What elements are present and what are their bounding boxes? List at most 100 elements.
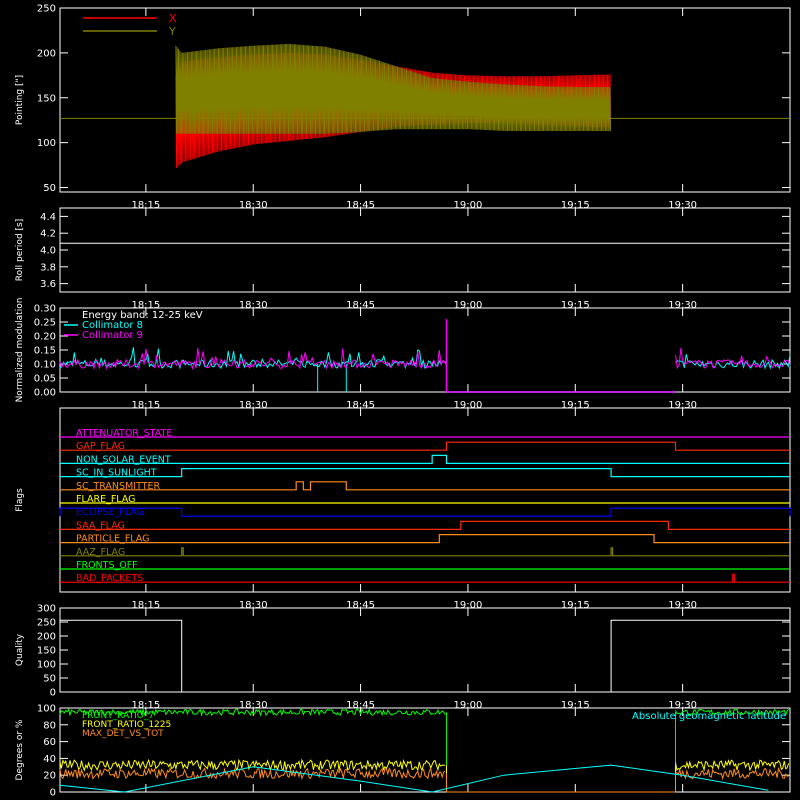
series-Collimator-9 — [59, 347, 447, 370]
y-tick-label: 250 — [37, 618, 56, 629]
legend-label-geomagnetic-latitude: Absolute geomagnetic latitude — [632, 711, 786, 722]
x-tick-label: 18:15 — [131, 200, 160, 211]
y-axis-label: Roll period [s] — [15, 219, 25, 281]
x-tick-label: 19:30 — [668, 700, 697, 711]
y-tick-label: 100 — [37, 138, 56, 149]
x-tick-label: 19:00 — [454, 200, 483, 211]
flag-trace-saa-flag — [60, 520, 790, 531]
x-tick-label: 19:00 — [454, 300, 483, 311]
flag-trace-bad-packets — [60, 573, 790, 583]
panel-2: 18:15 18:30 18:45 19:00 19:15 19:30 Roll perio… — [15, 207, 791, 311]
y-tick-label: 0.15 — [34, 346, 56, 357]
quality-trace — [60, 619, 790, 693]
y-tick-label: 50 — [43, 674, 56, 685]
panel-4: 18:15 18:30 18:45 19:00 19:15 19:30 Flags ATTEN… — [15, 407, 791, 611]
x-tick-label: 18:15 — [131, 600, 160, 611]
y-tick-label: 250 — [37, 4, 56, 15]
series-FRONT_RATIO_1225 — [675, 759, 790, 772]
flag-label-attenuator-state: ATTENUATOR_STATE — [76, 428, 172, 439]
y-tick-label: 3.8 — [40, 262, 56, 273]
flag-trace-sc-transmitter — [60, 481, 790, 491]
x-tick-label: 18:15 — [131, 700, 160, 711]
x-tick-label: 18:15 — [131, 300, 160, 311]
legend-label: Energy band: 12-25 keV — [82, 310, 203, 321]
x-tick-label: 18:30 — [239, 200, 268, 211]
panel-frame — [59, 407, 791, 593]
y-axis-label: Normalized modulation — [15, 298, 25, 403]
pointing-traces — [175, 43, 611, 169]
y-tick-label: 0 — [50, 788, 56, 799]
x-tick-label: 18:45 — [346, 400, 375, 411]
panel-frame — [59, 7, 791, 193]
y-tick-label: 0.10 — [34, 360, 56, 371]
series-MAX_DET_VS_TOT — [675, 766, 789, 781]
y-tick-label: 4.0 — [40, 246, 56, 257]
flag-trace-sc-in-sunlight — [60, 468, 790, 478]
x-tick-label: 18:30 — [239, 400, 268, 411]
y-tick-label: 4.2 — [40, 229, 56, 240]
x-tick-label: 19:00 — [454, 400, 483, 411]
y-tick-label: 0.30 — [34, 304, 56, 315]
y-tick-label: 0 — [50, 688, 56, 699]
legend-label-front_ratio_1225: FRONT_RATIO_1225 — [82, 720, 171, 730]
x-tick-label: 19:30 — [668, 200, 697, 211]
y-tick-label: 0.25 — [34, 318, 56, 329]
flag-label-bad-packets: BAD_PACKETS — [76, 573, 143, 584]
legend-label: Collimator 8 — [82, 320, 143, 331]
y-tick-label: 0.00 — [34, 388, 56, 399]
y-axis-label: Quality — [15, 633, 25, 666]
y-tick-label: 80 — [43, 720, 56, 731]
x-tick-label: 18:30 — [239, 300, 268, 311]
x-tick-label: 18:15 — [131, 400, 160, 411]
flag-trace-gap-flag — [60, 441, 790, 451]
panel-5: 18:15 18:30 18:45 19:00 19:15 19:30 Quality 0 50… — [15, 604, 791, 711]
legend-label: Collimator 9 — [82, 330, 143, 341]
y-tick-label: 60 — [43, 737, 56, 748]
flag-trace-eclipse-flag — [59, 507, 791, 517]
x-tick-label: 18:45 — [346, 700, 375, 711]
x-tick-label: 19:15 — [561, 400, 590, 411]
y-tick-label: 300 — [37, 604, 56, 615]
flag-label-fronts-off: FRONTS_OFF — [76, 560, 138, 571]
x-tick-label: 19:00 — [454, 700, 483, 711]
x-tick-label: 19:15 — [561, 200, 590, 211]
y-tick-label: 3.6 — [40, 279, 56, 290]
series-FRONT_RATIO_7 — [675, 708, 789, 717]
series-MAX_DET_VS_TOT — [59, 767, 446, 780]
y-tick-label: 20 — [43, 771, 56, 782]
y-tick-label: 0.05 — [34, 374, 56, 385]
flag-label-gap-flag: GAP_FLAG — [76, 441, 125, 452]
legend-label-max_det_vs_tot: MAX_DET_VS_TOT — [82, 729, 164, 739]
x-tick-label: 19:15 — [561, 300, 590, 311]
flag-label-particle-flag: PARTICLE_FLAG — [76, 534, 149, 545]
y-tick-label: 150 — [37, 646, 56, 657]
flag-label-aaz-flag: AAZ_FLAG — [76, 547, 125, 558]
flag-label-flare-flag: FLARE_FLAG — [76, 494, 136, 505]
y-axis-label: Flags — [15, 488, 25, 512]
legend-label-X: X — [169, 12, 177, 25]
x-tick-label: 19:00 — [454, 600, 483, 611]
y-tick-label: 100 — [37, 660, 56, 671]
y-tick-label: 40 — [43, 754, 56, 765]
flag-label-saa-flag: SAA_FLAG — [76, 520, 125, 531]
x-tick-label: 18:30 — [239, 600, 268, 611]
x-tick-label: 18:45 — [346, 300, 375, 311]
series-Y — [175, 43, 611, 134]
legend-label-front_ratio_7: FRONT_RATIO_7 — [82, 711, 154, 721]
series-FRONT_RATIO_7 — [59, 707, 446, 717]
y-tick-label: 200 — [37, 48, 56, 59]
flag-trace-particle-flag — [60, 533, 790, 544]
series-FRONT_RATIO_1225 — [59, 758, 446, 772]
panel-1: 18:15 18:30 18:45 19:00 19:15 19:30 Pointing [… — [15, 4, 791, 211]
y-axis-label: Pointing ["] — [15, 75, 25, 125]
flag-trace-aaz-flag — [60, 547, 790, 557]
y-tick-label: 200 — [37, 632, 56, 643]
x-tick-label: 18:45 — [346, 200, 375, 211]
x-tick-label: 19:30 — [668, 300, 697, 311]
flag-label-eclipse-flag: ECLIPSE_FLAG — [76, 507, 144, 518]
panel-frame — [59, 207, 791, 293]
x-tick-label: 19:15 — [561, 600, 590, 611]
y-tick-label: 150 — [37, 93, 56, 104]
